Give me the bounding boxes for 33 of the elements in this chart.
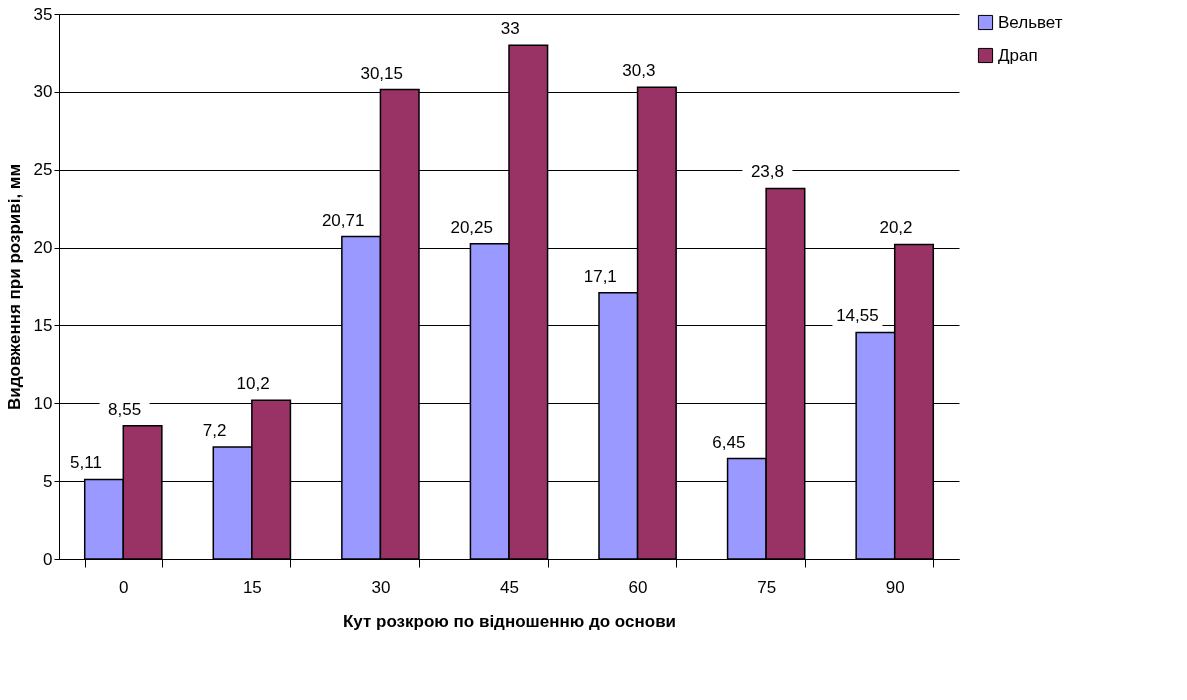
x-tick-label: 30	[371, 577, 391, 597]
x-tick-label: 60	[628, 577, 648, 597]
data-label: 5,11	[70, 453, 102, 473]
legend-label: Вельвет	[998, 12, 1063, 32]
data-label: 30,3	[622, 61, 656, 81]
y-tick-label: 20	[33, 238, 53, 258]
y-tick-label: 25	[33, 160, 53, 180]
y-tick-label: 35	[33, 4, 53, 24]
y-axis-title: Видовження при розриві, мм	[4, 163, 24, 411]
data-label: 20,25	[450, 217, 493, 237]
data-label: 7,2	[202, 420, 227, 440]
x-tick-label: 90	[885, 577, 905, 597]
x-tick-label: 0	[119, 577, 129, 597]
y-tick-label: 10	[33, 393, 53, 413]
y-tick-label: 5	[43, 471, 53, 491]
legend-label: Драп	[998, 45, 1038, 65]
y-tick-label: 15	[33, 315, 53, 335]
data-label: 17,1	[583, 266, 617, 286]
x-tick-label: 15	[242, 577, 262, 597]
data-label: 23,8	[750, 162, 784, 182]
data-label: 8,55	[108, 399, 142, 419]
data-label: 10,2	[236, 374, 270, 394]
x-tick-label: 45	[500, 577, 519, 597]
data-label: 33	[500, 19, 520, 39]
y-tick-label: 0	[43, 549, 53, 569]
x-axis-title: Кут розкрою по відношенню до основи	[342, 611, 677, 631]
data-label: 20,2	[879, 218, 913, 238]
data-label: 30,15	[360, 63, 403, 83]
data-label: 14,55	[836, 306, 879, 326]
y-tick-label: 30	[33, 82, 53, 102]
data-label: 6,45	[712, 432, 746, 452]
x-tick-label: 75	[757, 577, 777, 597]
data-label: 20,71	[321, 210, 365, 230]
